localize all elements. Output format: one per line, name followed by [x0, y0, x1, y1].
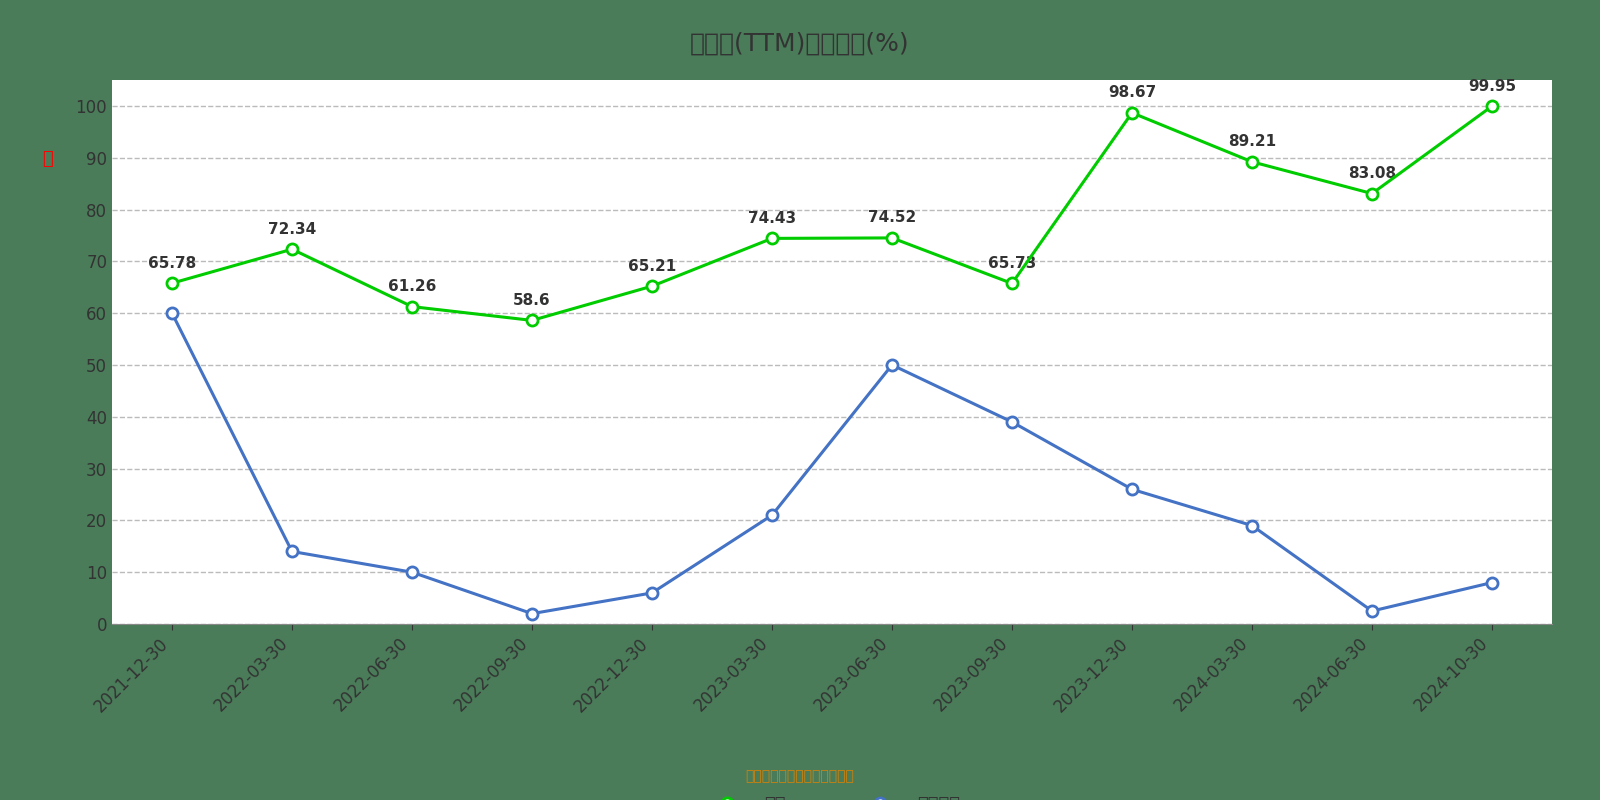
Text: 市销率(TTM)历史分位(%): 市销率(TTM)历史分位(%): [690, 32, 910, 56]
公司: [643, 282, 662, 291]
公司: [163, 278, 182, 288]
Text: 65.78: 65.78: [147, 256, 197, 270]
行业均値: [1002, 417, 1022, 426]
行业均値: [1123, 485, 1142, 494]
行业均値: [1242, 521, 1261, 530]
Text: 99.95: 99.95: [1467, 78, 1517, 94]
公司: [403, 302, 422, 311]
公司: [1123, 108, 1142, 118]
公司: [883, 233, 902, 242]
Text: 74.52: 74.52: [867, 210, 917, 226]
Line: 公司: 公司: [166, 101, 1498, 326]
Legend: 公司, 行业均値: 公司, 行业均値: [698, 788, 966, 800]
Text: 58.6: 58.6: [514, 293, 550, 308]
Text: 65.21: 65.21: [627, 258, 677, 274]
Text: 类: 类: [42, 150, 53, 168]
公司: [1482, 102, 1501, 111]
Text: 制图数据来自恒生聚源数据库: 制图数据来自恒生聚源数据库: [746, 769, 854, 783]
行业均値: [643, 588, 662, 598]
行业均値: [883, 360, 902, 370]
行业均値: [762, 510, 781, 520]
Text: 98.67: 98.67: [1107, 86, 1157, 100]
Text: 65.73: 65.73: [987, 256, 1037, 271]
行业均値: [163, 308, 182, 318]
公司: [762, 234, 781, 243]
行业均値: [522, 609, 541, 618]
公司: [1002, 278, 1022, 288]
行业均値: [1363, 606, 1382, 616]
行业均値: [282, 546, 301, 556]
Text: 61.26: 61.26: [387, 279, 437, 294]
公司: [522, 315, 541, 325]
Text: 83.08: 83.08: [1347, 166, 1397, 181]
Line: 行业均値: 行业均値: [166, 307, 1498, 619]
Text: 89.21: 89.21: [1227, 134, 1277, 150]
公司: [282, 245, 301, 254]
Text: 72.34: 72.34: [267, 222, 317, 237]
公司: [1363, 189, 1382, 198]
行业均値: [403, 567, 422, 577]
行业均値: [1482, 578, 1501, 587]
Text: 74.43: 74.43: [747, 211, 797, 226]
公司: [1242, 157, 1261, 166]
